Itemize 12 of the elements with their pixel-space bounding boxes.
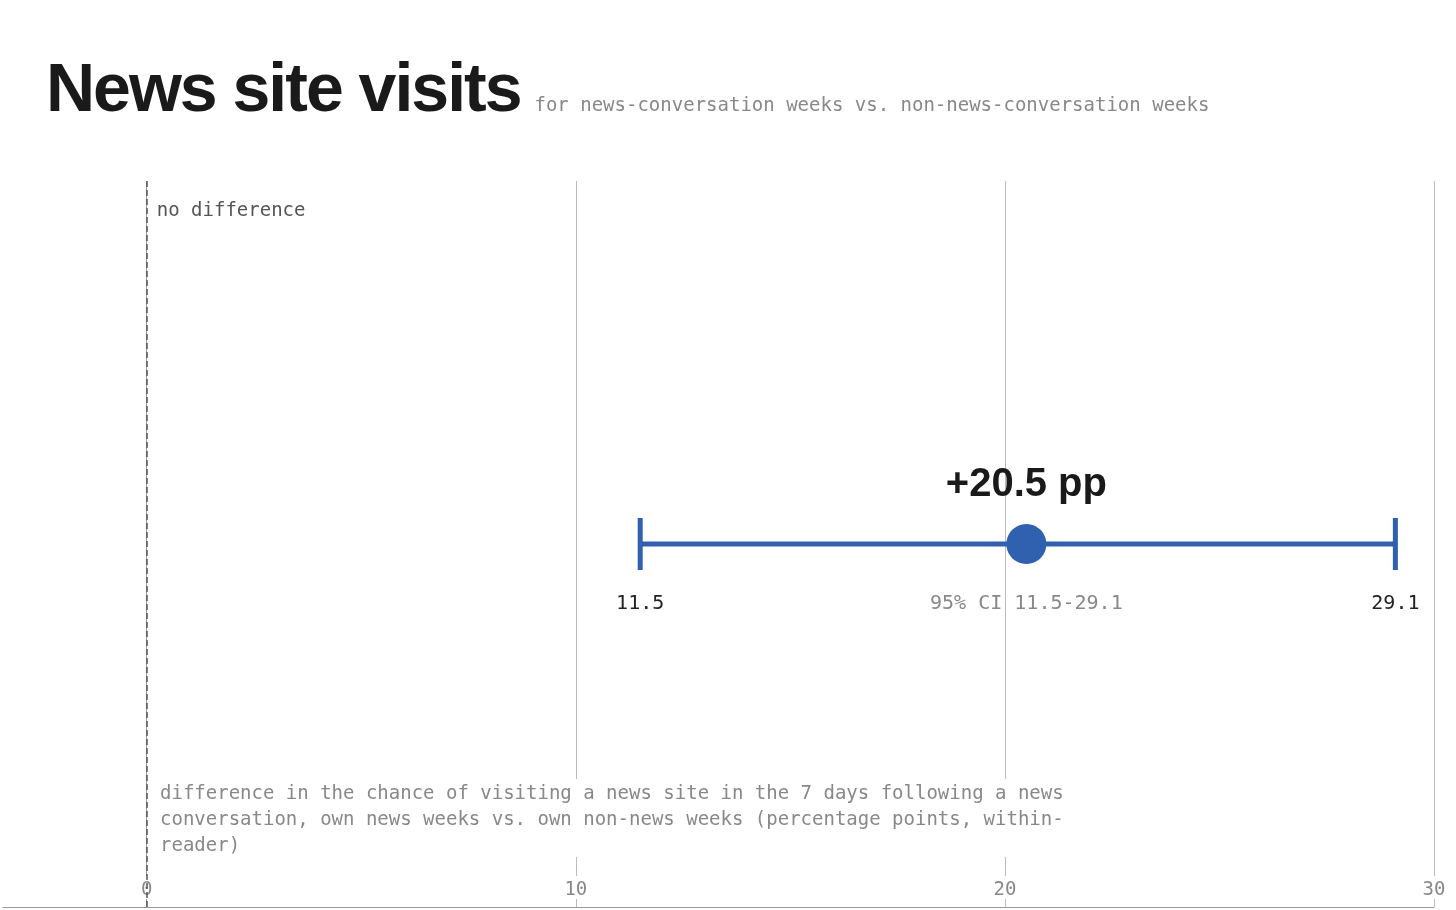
x-tick-label: 30 bbox=[1422, 876, 1446, 899]
annotation: 29.1 bbox=[1371, 590, 1420, 614]
data-label: +20.5 pp bbox=[945, 460, 1107, 504]
x-tick-label: 0 bbox=[141, 876, 153, 899]
annotation: 11.5 bbox=[616, 590, 665, 614]
annotation: 95% CI 11.5-29.1 bbox=[930, 590, 1123, 614]
chart-subtitle: for news-conversation weeks vs. non-news-conversation weeks bbox=[534, 93, 1210, 115]
x-tick-label: 10 bbox=[564, 876, 588, 899]
ref-line-label: no difference bbox=[156, 197, 306, 220]
x-axis-title: difference in the chance of visiting a news site in the 7 days following a news conversation, own news weeks vs. own non-news weeks (percentage points, within-reader) bbox=[160, 779, 1100, 857]
x-tick-label: 20 bbox=[993, 876, 1017, 899]
chart-title: News site visits bbox=[46, 49, 521, 125]
